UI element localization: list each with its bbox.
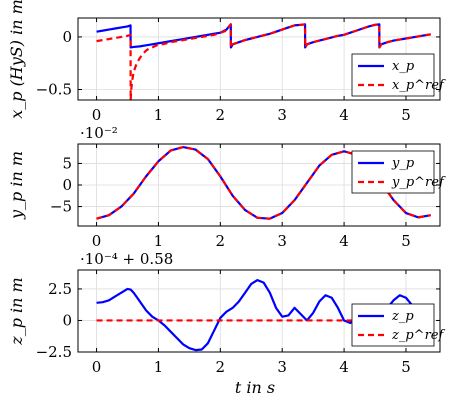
y-tick-label: −0.5 [36, 80, 72, 98]
x-tick-label: 0 [92, 232, 102, 250]
legend-box [351, 150, 435, 194]
y-tick-label: 5 [62, 154, 72, 172]
legend-entry: z_p [391, 309, 414, 324]
legend: x_p x_p^ref [351, 53, 446, 97]
legend: y_p y_p^ref [351, 150, 446, 194]
axis-scale-label: ·10⁻² [80, 124, 118, 142]
y-axis-label: x_p (HyS) in m [7, 0, 26, 119]
x-tick-label: 1 [154, 232, 164, 250]
x-tick-label: 0 [92, 106, 102, 124]
y-tick-label: −5 [50, 198, 72, 216]
x-tick-label: 1 [154, 106, 164, 124]
legend-box [351, 303, 435, 347]
y-tick-label: −2.5 [36, 343, 72, 361]
x-tick-label: 3 [277, 232, 287, 250]
y-tick-label: 0 [62, 28, 72, 46]
legend-box [351, 53, 435, 97]
x-tick-label: 3 [277, 358, 287, 376]
x-tick-label: 4 [339, 358, 349, 376]
panel-1: 0 1 2 3 4 5 0 −0.5 x_p (HyS) in m x_p x_p^ref [7, 0, 446, 124]
legend-entry: y_p [391, 156, 415, 171]
y-axis-label: z_p in m [7, 277, 26, 345]
plot-frame [77, 17, 441, 101]
x-tick-label: 1 [154, 358, 164, 376]
y-axis-label: y_p in m [7, 151, 26, 220]
x-tick-label: 2 [216, 232, 226, 250]
axis-scale-label: ·10⁻⁴ + 0.58 [80, 250, 173, 268]
legend-entry: y_p^ref [391, 175, 446, 190]
legend-entry: x_p [392, 59, 415, 74]
legend: z_p z_p^ref [351, 303, 445, 347]
panel-2: 0 1 2 3 4 5 5 0 −5 ·10⁻² y_p in m y_p y_p^ref [7, 124, 446, 250]
y-tick-label: 0 [62, 176, 72, 194]
panel-3: 0 1 2 3 4 52.50−2.5·10⁻⁴ + 0.58z_p in m z_pz_p… [7, 250, 445, 376]
y-tick-label: 2.5 [48, 280, 72, 298]
series-line-reference [96, 23, 431, 100]
x-tick-label: 5 [401, 232, 411, 250]
plot-frame [77, 269, 441, 353]
legend-entry: x_p^ref [392, 78, 446, 93]
x-tick-label: 2 [216, 358, 226, 376]
y-tick-label: 0 [62, 311, 72, 329]
x-tick-label: 5 [401, 358, 411, 376]
x-axis-label: t in s [235, 378, 275, 397]
x-tick-label: 3 [277, 106, 287, 124]
x-tick-label: 4 [339, 232, 349, 250]
x-tick-label: 5 [401, 106, 411, 124]
x-tick-label: 2 [216, 106, 226, 124]
x-tick-label: 4 [339, 106, 349, 124]
legend-entry: z_p^ref [391, 328, 445, 343]
x-tick-label: 0 [92, 358, 102, 376]
